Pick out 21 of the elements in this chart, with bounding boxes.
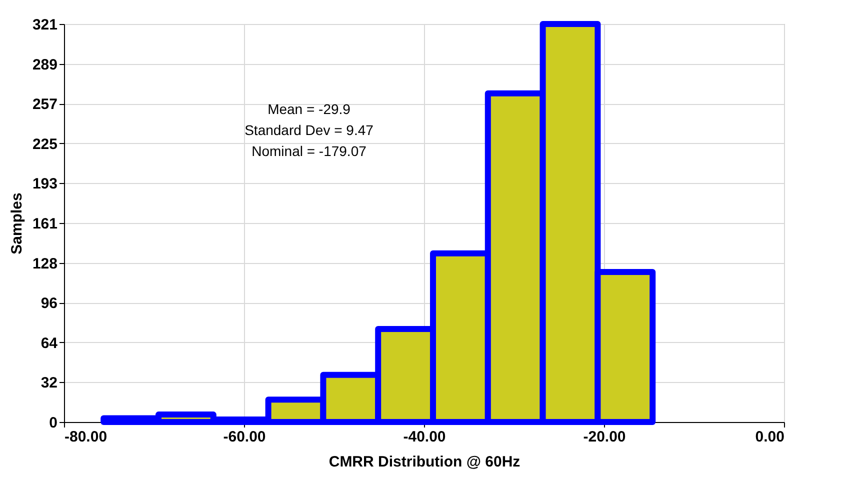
x-axis-title: CMRR Distribution @ 60Hz [328,454,520,470]
y-tick-label: 161 [32,216,58,232]
annotation: Mean = -29.9 [268,101,351,117]
y-tick-label: 193 [32,176,58,193]
y-axis-title: Samples [8,192,26,254]
x-tick-label: -20.00 [583,428,626,446]
annotation: Standard Dev = 9.47 [244,122,374,138]
y-tick-label: 321 [32,16,58,34]
x-tick-label: -80.00 [64,428,108,446]
y-tick-label: 128 [32,255,58,272]
y-tick-label: 225 [32,136,58,153]
y-tick-label: 96 [40,295,58,312]
y-tick-label: 0 [49,414,58,432]
y-tick-label: 64 [40,334,58,352]
x-tick-label: -40.00 [403,428,446,446]
x-tick-label: -60.00 [223,428,266,446]
y-tick-label: 32 [40,374,58,392]
y-tick-label: 289 [32,56,58,74]
annotation: Nominal = -179.07 [252,143,367,159]
y-tick-label: 257 [32,96,58,114]
x-tick-label: 0.00 [755,428,784,446]
